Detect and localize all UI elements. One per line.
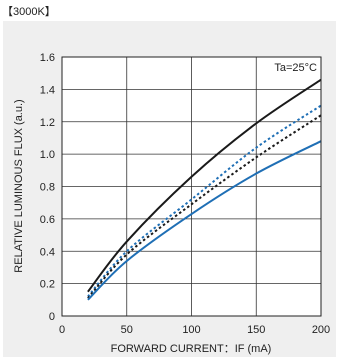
y-tick-label: 0 <box>49 311 55 323</box>
color-temperature-tag: 【3000K】 <box>2 6 56 18</box>
series-line-1 <box>87 78 322 293</box>
x-tick-label: 150 <box>247 324 265 336</box>
x-axis-label: FORWARD CURRENT：IF (mA) <box>111 343 272 355</box>
y-tick-label: 1.4 <box>40 84 55 96</box>
grid-lines <box>62 57 321 316</box>
plot-border <box>61 56 322 317</box>
y-tick-label: 0.4 <box>40 246 55 258</box>
series-line-2 <box>87 104 322 298</box>
y-tick-label: 1.6 <box>40 52 55 64</box>
series-line-4 <box>87 140 322 301</box>
y-tick-label: 0.2 <box>40 279 55 291</box>
y-tick-label: 1.0 <box>40 149 55 161</box>
y-tick-label: 1.2 <box>40 117 55 129</box>
x-tick-labels: 0 50 100 150 200 <box>59 324 330 336</box>
temperature-annotation: Ta=25°C <box>274 62 317 74</box>
y-tick-label: 0.8 <box>40 182 55 194</box>
y-tick-label: 0.6 <box>40 214 55 226</box>
x-tick-label: 200 <box>312 324 330 336</box>
x-tick-label: 0 <box>59 324 65 336</box>
x-tick-label: 100 <box>182 324 200 336</box>
x-tick-label: 50 <box>121 324 133 336</box>
y-axis-label: RELATIVE LUMINOUS FLUX (a.u.) <box>13 99 25 272</box>
series-line-3 <box>87 114 322 299</box>
data-series <box>87 78 322 301</box>
y-tick-labels: 0 0.2 0.4 0.6 0.8 1.0 1.2 1.4 1.6 <box>40 52 55 323</box>
